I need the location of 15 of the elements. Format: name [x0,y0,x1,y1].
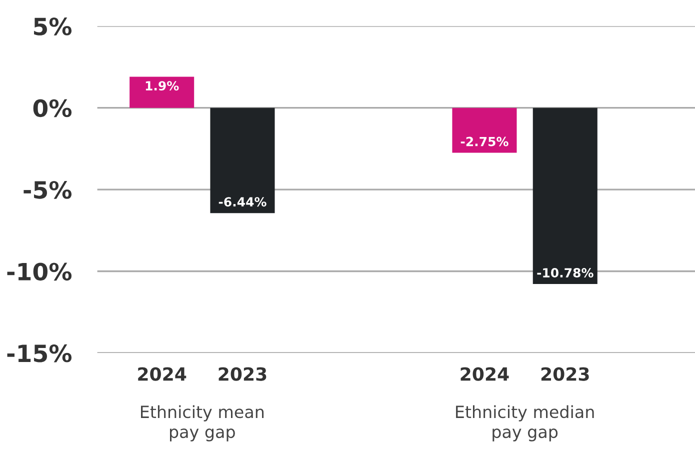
x-tick-label: 2024 [138,367,186,381]
y-tick-label: 5% [34,18,72,36]
y-tick-label: -15% [7,344,72,362]
x-tick-label: 2023 [541,367,589,381]
x-tick-label: 2024 [460,367,509,381]
text: Ethnicity mean pay gap [141,405,264,442]
text: Ethnicity median pay gap [456,405,594,442]
y-tick-label: 0% [33,99,72,118]
x-tick-label: 2023 [218,367,266,381]
data-label: 1.9% [146,81,179,91]
data-label: -10.78% [537,268,594,278]
data-label: -6.44% [218,197,266,207]
y-tick-label: -10% [7,262,72,281]
y-tick-label: -5% [24,180,72,199]
data-label: -2.75% [460,136,508,146]
